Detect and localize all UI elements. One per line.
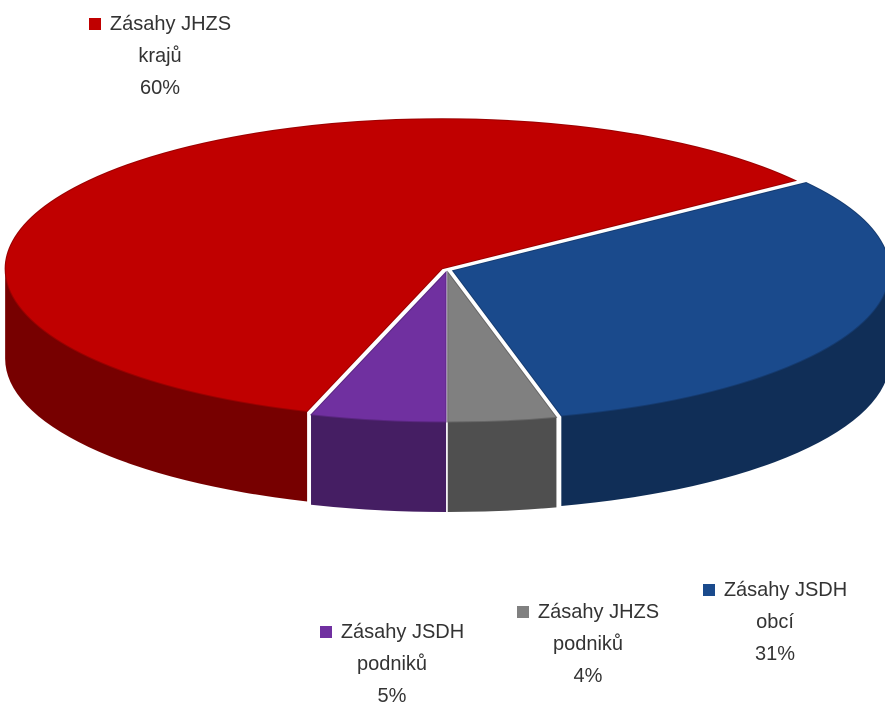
category-label: Zásahy JHZS krajů [109, 13, 232, 67]
value-label: 4% [573, 665, 603, 687]
slice-top [451, 182, 885, 417]
legend-marker [319, 626, 332, 638]
data-label: Zásahy JSDH podniků 5% [307, 616, 477, 712]
legend-marker [516, 606, 529, 618]
value-label: 60% [139, 77, 181, 99]
slice-side [311, 414, 447, 513]
data-label: Zásahy JHZS krajů 60% [75, 8, 245, 104]
slice-top [4, 118, 798, 412]
legend-marker [702, 584, 715, 596]
category-label: Zásahy JSDH podniků [340, 621, 465, 675]
value-label: 31% [754, 643, 796, 665]
legend-marker [88, 18, 101, 30]
slice-side [561, 292, 885, 506]
value-label: 5% [377, 685, 407, 707]
slice-side [5, 268, 308, 502]
category-label: Zásahy JHZS podniků [537, 601, 660, 655]
slice-top [447, 270, 558, 423]
category-label: Zásahy JSDH obcí [723, 579, 848, 633]
data-label: Zásahy JHZS podniků 4% [503, 596, 673, 692]
data-label: Zásahy JSDH obcí 31% [690, 574, 860, 670]
slice-side [447, 417, 557, 513]
slice-top [309, 270, 447, 423]
